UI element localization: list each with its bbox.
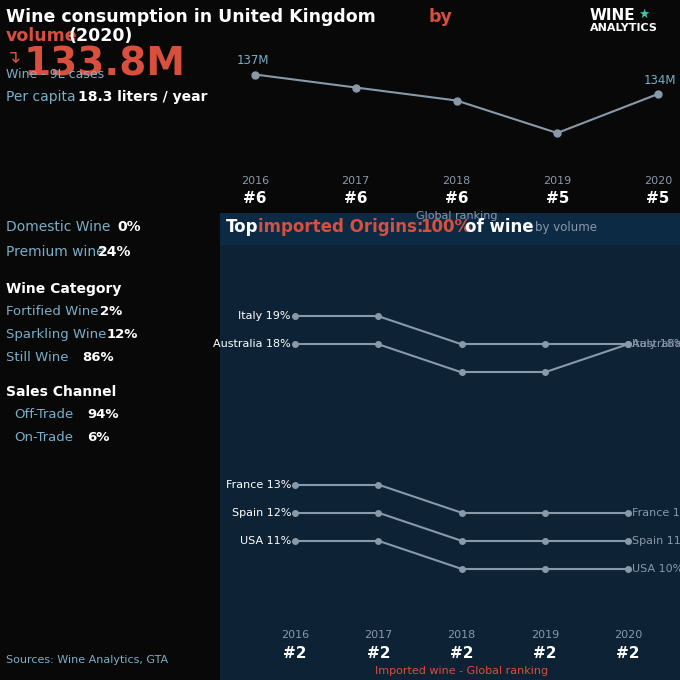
Text: Italy 18%: Italy 18%	[632, 339, 680, 350]
Text: 137M: 137M	[237, 54, 269, 67]
Text: France 13%: France 13%	[226, 479, 291, 490]
Text: #6: #6	[445, 191, 469, 206]
Text: #5: #5	[646, 191, 670, 206]
Text: Wine consumption in United Kingdom: Wine consumption in United Kingdom	[6, 8, 376, 26]
Text: ↴: ↴	[6, 48, 21, 66]
Text: Spain 12%: Spain 12%	[231, 508, 291, 517]
Text: Premium wine: Premium wine	[6, 245, 105, 259]
Text: Top: Top	[226, 218, 258, 236]
Text: (2020): (2020)	[68, 27, 133, 45]
Text: by volume: by volume	[535, 220, 597, 233]
Text: #5: #5	[545, 191, 569, 206]
Text: Still Wine: Still Wine	[6, 351, 69, 364]
Text: volume: volume	[6, 27, 78, 45]
Text: France 12%: France 12%	[632, 508, 680, 517]
Text: Domestic Wine: Domestic Wine	[6, 220, 110, 234]
Text: 2%: 2%	[100, 305, 122, 318]
Text: 86%: 86%	[82, 351, 114, 364]
Text: #2: #2	[533, 646, 556, 661]
Text: 2016: 2016	[281, 630, 309, 640]
Text: 6%: 6%	[87, 431, 109, 444]
Text: Italy 19%: Italy 19%	[239, 311, 291, 321]
Text: Off-Trade: Off-Trade	[14, 408, 73, 421]
Text: On-Trade: On-Trade	[14, 431, 73, 444]
Text: #2: #2	[284, 646, 307, 661]
Text: 12%: 12%	[107, 328, 138, 341]
Text: Fortified Wine: Fortified Wine	[6, 305, 99, 318]
Text: 24%: 24%	[98, 245, 131, 259]
Text: 133.8M: 133.8M	[24, 46, 186, 84]
Text: Imported wine - Global ranking: Imported wine - Global ranking	[375, 666, 548, 676]
Text: Wine Category: Wine Category	[6, 282, 121, 296]
Text: Australia 18%: Australia 18%	[214, 339, 291, 350]
Text: 2016: 2016	[241, 176, 269, 186]
Text: #2: #2	[449, 646, 473, 661]
Text: ANALYTICS: ANALYTICS	[590, 23, 658, 33]
Text: Spain 11%: Spain 11%	[632, 536, 680, 546]
Text: ★: ★	[638, 8, 649, 21]
Text: 18.3 liters / year: 18.3 liters / year	[78, 90, 207, 104]
Bar	[220, 213, 680, 245]
Text: imported Origins:: imported Origins:	[258, 218, 424, 236]
Text: 2020: 2020	[644, 176, 672, 186]
Text: #6: #6	[344, 191, 367, 206]
Bar	[220, 245, 680, 680]
Text: Sales Channel: Sales Channel	[6, 385, 116, 399]
Text: 2020: 2020	[614, 630, 642, 640]
Text: Sources: Wine Analytics, GTA: Sources: Wine Analytics, GTA	[6, 655, 168, 665]
Text: Australia 18%: Australia 18%	[632, 339, 680, 350]
Text: 2017: 2017	[364, 630, 392, 640]
Text: 94%: 94%	[87, 408, 118, 421]
Text: #2: #2	[367, 646, 390, 661]
Text: Global ranking: Global ranking	[415, 211, 497, 221]
Text: 100%: 100%	[420, 218, 471, 236]
Text: of wine: of wine	[465, 218, 534, 236]
Text: Sparkling Wine: Sparkling Wine	[6, 328, 106, 341]
Text: USA 10%: USA 10%	[632, 564, 680, 574]
Text: 2018: 2018	[447, 630, 475, 640]
Text: USA 11%: USA 11%	[240, 536, 291, 546]
Text: Wine - 9L cases: Wine - 9L cases	[6, 68, 104, 81]
Text: WINE: WINE	[590, 8, 636, 23]
Text: 2017: 2017	[341, 176, 370, 186]
Text: #6: #6	[243, 191, 267, 206]
Text: by: by	[428, 8, 452, 26]
Text: 134M: 134M	[644, 74, 676, 87]
Text: #2: #2	[616, 646, 640, 661]
Text: 2019: 2019	[543, 176, 571, 186]
Text: 2018: 2018	[443, 176, 471, 186]
Text: Per capita: Per capita	[6, 90, 75, 104]
Text: 2019: 2019	[530, 630, 559, 640]
Text: 0%: 0%	[117, 220, 141, 234]
